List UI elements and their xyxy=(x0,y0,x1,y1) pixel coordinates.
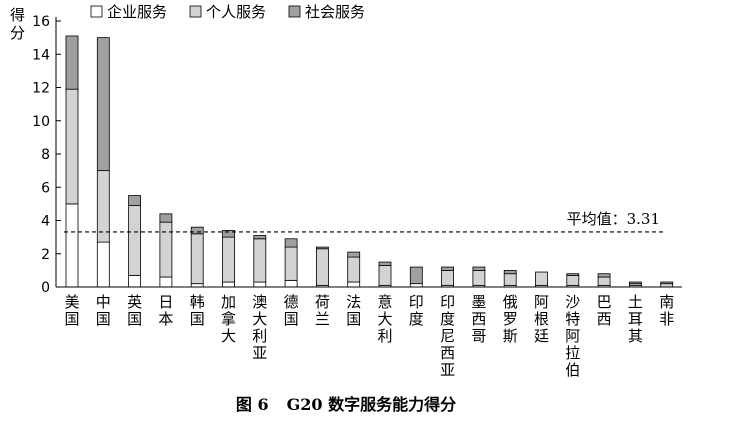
legend: 企业服务 个人服务 社会服务 xyxy=(90,3,365,21)
bar-segment xyxy=(190,226,204,235)
y-tick-label: 14 xyxy=(32,47,50,63)
bar-segment xyxy=(128,195,142,206)
bar-segment xyxy=(597,273,611,278)
x-category-label: 阿根廷 xyxy=(534,293,549,345)
x-category-label: 中国 xyxy=(96,293,111,328)
bar-segment xyxy=(503,273,517,286)
bar-segment xyxy=(65,88,79,205)
bar-segment xyxy=(284,246,298,281)
legend-swatch xyxy=(189,5,202,18)
y-tick-label: 12 xyxy=(32,81,50,97)
legend-swatch xyxy=(288,5,301,18)
bar-segment xyxy=(441,269,455,286)
x-category-label: 荷兰 xyxy=(315,293,330,328)
y-axis-label: 得分 xyxy=(10,6,25,42)
bar-segment xyxy=(503,269,517,275)
y-tick-label: 2 xyxy=(41,247,50,263)
bar-segment xyxy=(566,274,580,286)
bar-segment xyxy=(347,256,361,283)
bar-segment xyxy=(159,276,173,288)
bar-segment xyxy=(159,221,173,278)
figure-caption: 图 6 G20 数字服务能力得分 xyxy=(236,395,456,414)
bar-segment xyxy=(96,37,110,172)
bar-segment xyxy=(253,281,267,288)
bar-segment xyxy=(190,233,204,285)
bar-segment xyxy=(222,281,235,288)
bar-segment xyxy=(566,273,580,276)
y-axis: 0 2 4 6 8 10 12 14 16 xyxy=(32,14,61,296)
x-category-label: 德国 xyxy=(284,293,299,328)
y-tick-label: 8 xyxy=(41,147,50,163)
average-label: 平均值：3.31 xyxy=(567,210,660,228)
x-category-label: 土耳其 xyxy=(628,293,643,345)
x-category-label: 俄罗斯 xyxy=(503,293,518,345)
bar-segment xyxy=(347,281,361,288)
bar-segment xyxy=(378,261,392,266)
bar-segment xyxy=(472,266,486,271)
y-tick-label: 0 xyxy=(41,280,50,296)
bar-segment xyxy=(315,246,329,250)
bar-segment xyxy=(253,238,267,283)
x-category-label: 韩国 xyxy=(190,293,205,328)
legend-label: 个人服务 xyxy=(206,3,266,21)
bar-segment xyxy=(96,241,110,288)
legend-swatch xyxy=(90,5,103,18)
bar-segment xyxy=(472,269,486,286)
bar-segment xyxy=(222,230,235,238)
x-category-label: 法国 xyxy=(346,293,361,328)
x-category-label: 墨西哥 xyxy=(471,293,486,345)
x-category-label: 沙特阿拉伯 xyxy=(565,293,580,379)
bar-segment xyxy=(315,248,329,286)
x-category-label: 印度尼西亚 xyxy=(440,293,455,379)
bar-segment xyxy=(409,266,423,285)
bar-segment xyxy=(660,281,674,285)
x-category-label: 南非 xyxy=(659,293,674,328)
x-category-label: 意大利 xyxy=(377,293,392,345)
bar-segment xyxy=(629,281,642,285)
legend-label: 企业服务 xyxy=(107,3,167,21)
y-tick-label: 4 xyxy=(41,214,50,230)
x-category-label: 美国 xyxy=(64,293,79,328)
legend-label: 社会服务 xyxy=(305,3,365,21)
bar-segment xyxy=(597,276,611,286)
bar-segment xyxy=(347,251,361,258)
x-category-label: 印度 xyxy=(409,293,424,328)
y-tick-label: 10 xyxy=(32,114,50,130)
x-category-label: 澳大利亚 xyxy=(252,293,267,362)
x-category-label: 日本 xyxy=(158,293,173,328)
bar-segment xyxy=(378,264,392,286)
x-category-label: 巴西 xyxy=(597,293,612,328)
bar-segment xyxy=(535,271,548,286)
x-category-label: 英国 xyxy=(127,293,142,328)
bar-segment xyxy=(65,203,79,288)
bar-segment xyxy=(284,279,298,288)
bars xyxy=(65,35,674,288)
bar-segment xyxy=(159,213,173,223)
bar-segment xyxy=(441,266,455,271)
y-tick-label: 6 xyxy=(41,180,50,196)
y-tick-label: 16 xyxy=(32,14,50,30)
bar-segment xyxy=(222,236,235,283)
bar-segment xyxy=(96,170,110,243)
bar-segment xyxy=(253,235,267,240)
bar-segment xyxy=(128,274,142,288)
bar-segment xyxy=(128,205,142,276)
bar-segment xyxy=(284,238,298,248)
x-category-label: 加拿大 xyxy=(221,293,236,345)
bar-segment xyxy=(65,35,79,90)
reference-line: 平均值：3.31 xyxy=(64,210,663,233)
